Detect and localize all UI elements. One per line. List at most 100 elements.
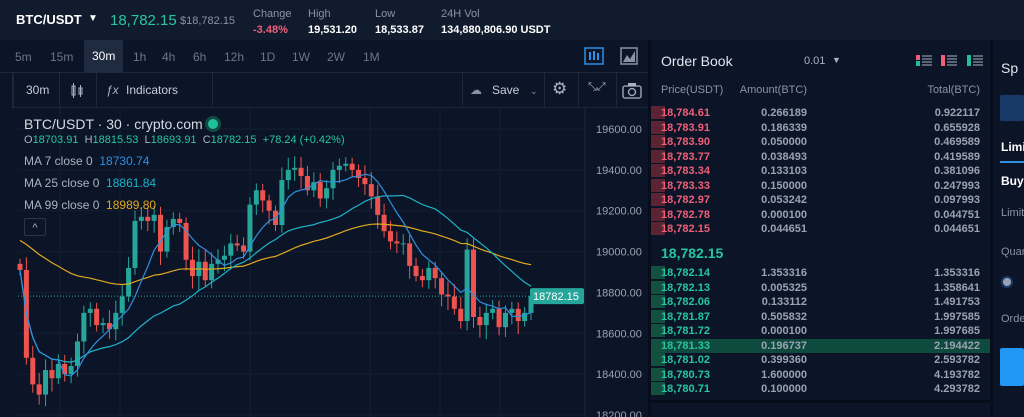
stat-label: 24H Vol [441,8,480,20]
buy-label: Buy [1001,174,1024,188]
candle-body [407,243,413,266]
total: 4.293782 [934,383,980,395]
amount: 0.050000 [761,136,807,148]
candle-chart-icon[interactable] [584,47,604,65]
candle-body [502,312,508,328]
tab-2w[interactable]: 2W [327,50,345,64]
amount: 1.600000 [761,368,807,381]
bid-row[interactable]: 18,780.71 0.100000 4.293782 [651,382,990,396]
caret-down-icon[interactable]: ▼ [88,13,98,24]
amount: 0.505832 [761,310,807,323]
bid-row[interactable]: 18,782.14 1.353316 1.353316 [651,266,990,280]
candle-body [375,196,381,215]
ask-row[interactable]: 18,782.97 0.053242 0.097993 [651,193,990,207]
gear-icon[interactable]: ⚙ [552,79,568,98]
indicators-button[interactable]: Indicators [126,83,179,97]
candle-body [317,182,323,199]
stat-label: Change [253,8,292,20]
price: 18,783.77 [661,150,710,163]
candle-body [170,218,176,228]
candle-body [394,241,400,244]
y-tick-label: 19000.00 [596,247,642,259]
price: 18,783.91 [661,121,710,134]
total: 1.353316 [934,267,980,279]
total: 1.997685 [934,325,980,337]
tab-limit[interactable]: Limi [1001,140,1024,154]
candle-body [445,294,451,297]
price-header: Price(USDT) [661,84,724,96]
both-sides-view-icon[interactable] [916,55,932,66]
tab-1h[interactable]: 1h [133,50,147,64]
ask-row[interactable]: 18,783.33 0.150000 0.247993 [651,178,990,193]
tab-1m[interactable]: 1M [363,50,380,64]
total: 1.358641 [934,281,980,294]
candle-body [81,312,87,342]
asks-view-icon[interactable] [941,55,957,66]
ask-row[interactable]: 18,783.34 0.133103 0.381096 [651,164,990,178]
tab-12h[interactable]: 12h [224,50,245,64]
bid-row[interactable]: 18,782.13 0.005325 1.358641 [651,280,990,295]
tab-5m[interactable]: 5m [15,50,32,64]
amount: 0.133112 [761,296,807,308]
area-chart-icon[interactable] [620,47,638,65]
trade-history-panel [651,403,990,417]
amount: 0.399360 [761,354,807,366]
candle-body [387,231,393,242]
bid-row[interactable]: 18,781.33 0.196737 2.194422 [651,338,990,353]
caret-down-icon[interactable]: ▼ [832,55,841,65]
bid-row[interactable]: 18,782.06 0.133112 1.491753 [651,295,990,309]
precision-select[interactable]: 0.01 [804,55,826,67]
candle-body [106,323,112,330]
tab-4h[interactable]: 4h [162,50,176,64]
ask-row[interactable]: 18,782.15 0.044651 0.044651 [651,222,990,236]
candle-type-icon[interactable] [70,82,84,100]
candle-body [68,365,74,375]
price-chart[interactable]: 19600.00 19400.00 19200.00 19000.00 18800.00… [0,108,648,417]
price: 18,781.33 [661,339,710,352]
save-button[interactable]: Save [492,83,520,97]
bid-row[interactable]: 18,781.87 0.505832 1.997585 [651,309,990,324]
bid-row[interactable]: 18,781.02 0.399360 2.593782 [651,353,990,367]
volume-value: 134,880,806.90 USDT [441,24,551,36]
quantity-slider[interactable] [1001,276,1013,288]
pair-selector[interactable]: BTC/USDT [16,12,82,27]
tab-30m[interactable]: 30m [84,40,124,73]
candle-body [471,249,477,317]
ask-row[interactable]: 18,783.91 0.186339 0.655928 [651,120,990,135]
chevron-down-icon[interactable]: ⌄ [530,86,538,96]
tab-1d[interactable]: 1D [260,50,276,64]
amount-header: Amount(BTC) [739,84,807,96]
tab-15m[interactable]: 15m [50,50,74,64]
spot-mode-button[interactable] [1000,95,1024,121]
candle-body [189,259,195,277]
amount: 0.044651 [761,223,807,235]
candle-body [183,222,189,260]
ask-row[interactable]: 18,783.90 0.050000 0.469589 [651,135,990,149]
camera-icon[interactable] [622,82,642,99]
candle-body [368,184,374,197]
tab-1w[interactable]: 1W [292,50,310,64]
candle-body [151,214,157,221]
candle-body [74,341,80,366]
bid-row[interactable]: 18,780.73 1.600000 4.193782 [651,367,990,382]
bid-row[interactable]: 18,781.72 0.000100 1.997685 [651,324,990,338]
candle-body [202,261,208,281]
candle-body [234,243,240,246]
y-tick-label: 19400.00 [596,165,642,177]
total: 0.419589 [934,150,980,163]
ask-row[interactable]: 18,784.61 0.266189 0.922117 [651,106,990,120]
ask-row[interactable]: 18,783.77 0.038493 0.419589 [651,149,990,164]
candle-body [432,267,438,279]
candle-body [285,169,291,181]
ask-row[interactable]: 18,782.78 0.000100 0.044751 [651,207,990,222]
price: 18,782.14 [661,267,710,279]
buy-button[interactable] [1000,348,1024,386]
chart-panel [0,40,648,417]
tab-6h[interactable]: 6h [193,50,207,64]
bids-view-icon[interactable] [967,55,983,66]
interval-button[interactable]: 30m [26,83,50,97]
fullscreen-icon[interactable]: ⤡⤢ [588,81,606,93]
collapse-legend-button[interactable]: ^ [24,218,46,236]
last-price: 18,782.15 [110,12,177,29]
amount: 0.133103 [761,165,807,177]
